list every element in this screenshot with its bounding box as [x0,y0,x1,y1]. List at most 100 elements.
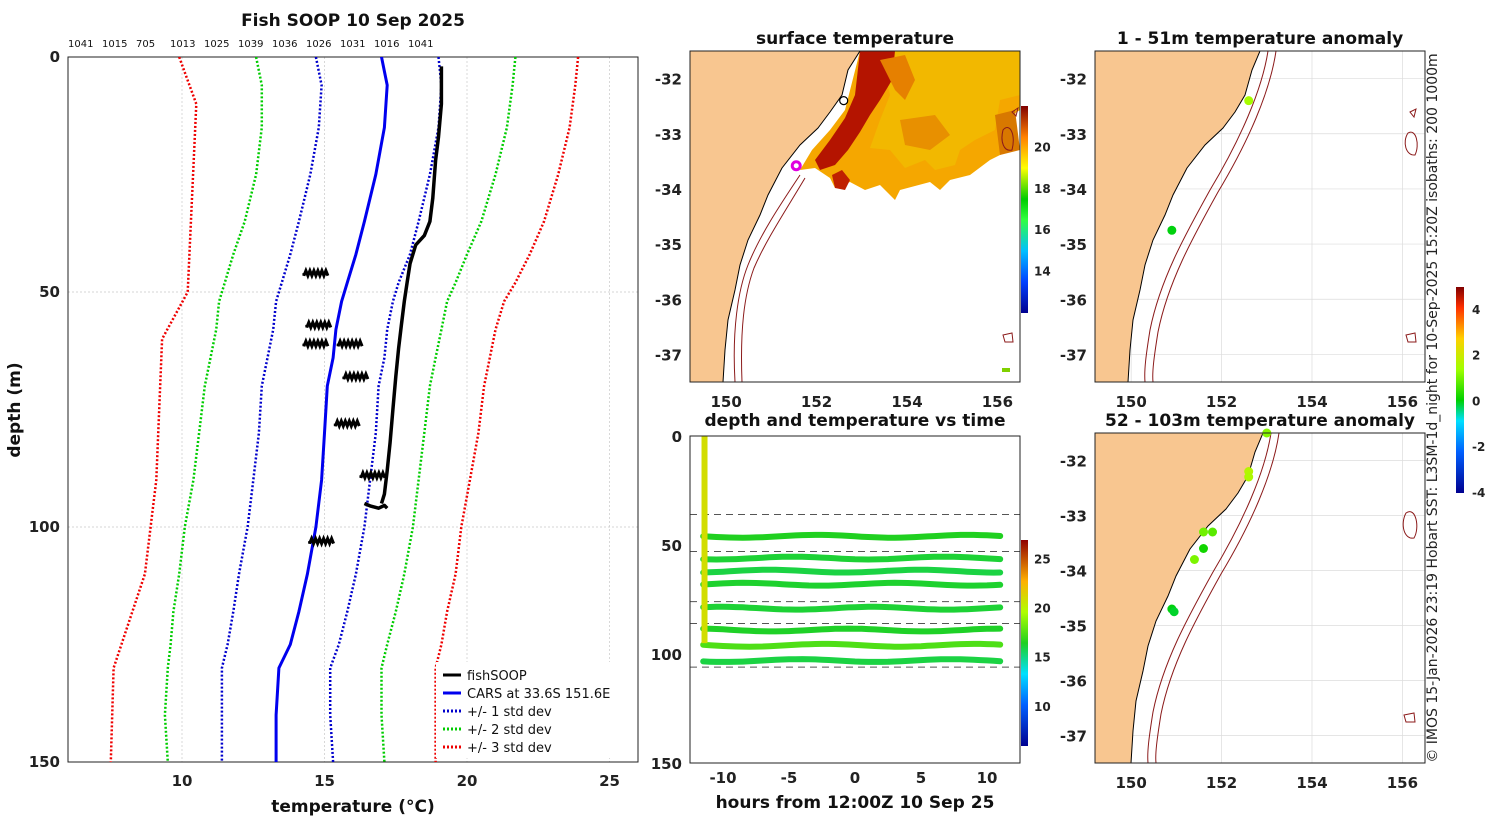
colorbar-tick-label: 0 [1472,394,1480,408]
map-xtick-label: 154 [1296,774,1327,792]
port-marker [839,96,849,106]
timeseries-xlabel: hours from 12:00Z 10 Sep 25 [716,793,995,813]
map-xtick-label: 154 [891,393,922,411]
profile-xtick-label: 25 [599,772,620,790]
map-xtick-label: 152 [1206,393,1237,411]
map-xtick-label: 152 [801,393,832,411]
legend-label: +/- 1 std dev [467,705,552,720]
profile-chart: Fish SOOP 10 Sep 2025 1041 1015 705 1013 102… [5,11,639,817]
profile-ticks: 10 15 20 25 0 50 100 150 [29,48,620,790]
map-xtick-label: 156 [982,393,1013,411]
fishsoop-cluster [302,266,330,280]
fishsoop-cluster [302,337,330,351]
legend-label: +/- 3 std dev [467,741,552,756]
timeseries-ytick-label: 0 [672,428,682,446]
colorbar-tick-label: 20 [1034,140,1051,154]
cars-location-marker [790,160,802,172]
anomaly-shallow-ticks: 150 152 154 156 -32 -33 -34 -35 -36 -37 [1060,71,1418,411]
sst-filament [880,55,915,100]
sst-markers [790,96,849,172]
profile-ytick-label: 150 [29,753,60,771]
profile-series-line [109,57,198,762]
anomaly-point [1208,527,1218,537]
cast-id-label: 1016 [374,39,399,50]
anomaly-point [1244,472,1254,482]
colorbar-tick-label: 25 [1034,553,1051,567]
sst-speck [1002,368,1010,372]
profile-ytick-label: 50 [39,283,60,301]
profile-ytick-label: 0 [50,48,60,66]
timeseries-ytick-label: 150 [651,755,682,773]
map-ytick-label: -33 [655,126,682,144]
cast-id-labels: 1041 1015 705 1013 1025 1039 1036 1026 1031 1016 1… [68,39,433,50]
anomaly-point [1169,607,1179,617]
map-xtick-label: 154 [1296,393,1327,411]
colorbar-tick-label: 18 [1034,182,1051,196]
seamount-contour [1001,127,1014,151]
map-ytick-label: -32 [655,71,682,89]
map-ytick-label: -35 [655,236,682,254]
depth-track [700,566,1004,576]
anomaly-point [1198,527,1208,537]
anomaly-shallow-axes-box [1094,50,1426,383]
legend-box [436,662,634,758]
timeseries-reference-depths [690,513,1020,668]
cast-id-label: 1039 [238,39,263,50]
map-ytick-label: -34 [1060,181,1087,199]
seamount-contour [1002,332,1014,343]
cast-id-label: 1041 [68,39,93,50]
map-ytick-label: -33 [1060,508,1087,526]
timeseries-xtick-label: 0 [850,769,860,787]
seamount-contour [1404,131,1418,156]
timeseries-xtick-label: 10 [977,769,998,787]
timeseries-xtick-label: 5 [916,769,926,787]
sst-axes-box [689,50,1021,383]
profile-series-line [163,57,264,762]
sst-current-core [815,51,895,170]
timeseries-tracks [700,436,1004,665]
profile-series-line [328,57,443,762]
sst-colorbar-ticks: 14 16 18 20 [1034,140,1051,278]
map-ytick-label: -33 [1060,126,1087,144]
cast-id-label: 1026 [306,39,331,50]
profile-xlabel: temperature (°C) [271,797,435,817]
anomaly-shallow-title: 1 - 51m temperature anomaly [1117,29,1403,49]
map-ytick-label: -32 [1060,453,1087,471]
legend-label: +/- 2 std dev [467,723,552,738]
seamount-contour [1403,712,1416,723]
timeseries-colorbar [1021,540,1028,746]
sst-colorbar [1021,106,1028,313]
anomaly-colorbar-ticks: -4 -2 0 2 4 [1472,303,1485,500]
colorbar-tick-label: 15 [1034,651,1051,665]
colorbar-tick-label: 16 [1034,223,1051,237]
seamount-contour [1402,511,1418,539]
colorbar-tick-label: -4 [1472,486,1485,500]
depth-track [700,579,1004,589]
fishsoop-cluster [308,534,335,548]
profile-xtick-label: 10 [172,772,193,790]
colorbar-tick-label: 20 [1034,602,1051,616]
fishsoop-cluster [305,318,333,332]
profile-grid [68,56,638,763]
sst-map: surface temperature 150 152 154 156 -32 -33 -3… [655,29,1051,411]
anomaly-deep-title: 52 - 103m temperature anomaly [1105,411,1415,431]
map-xtick-label: 156 [1387,774,1418,792]
fishsoop-cluster [342,370,370,384]
map-ytick-label: -36 [1060,673,1087,691]
colorbar-tick-label: 10 [1034,700,1051,714]
timeseries-ytick-label: 50 [661,537,682,555]
timeseries-title: depth and temperature vs time [705,411,1006,431]
anomaly-map-shallow: 1 - 51m temperature anomaly 150 152 154 156… [1060,29,1426,411]
colorbar-tick-label: 14 [1034,265,1051,279]
anomaly-point [1189,555,1199,564]
sst-ticks: 150 152 154 156 -32 -33 -34 -35 -36 -37 [655,71,1013,411]
isobath-1000 [741,177,806,382]
anomaly-deep-points [1167,428,1272,617]
depth-track [700,603,1004,613]
timeseries-axes-box [689,435,1021,764]
profile-legend: fishSOOP CARS at 33.6S 151.6E +/- 1 std de… [436,662,634,758]
legend-label: fishSOOP [467,669,527,684]
map-ytick-label: -37 [1060,346,1087,364]
fishsoop-cluster [359,468,387,482]
